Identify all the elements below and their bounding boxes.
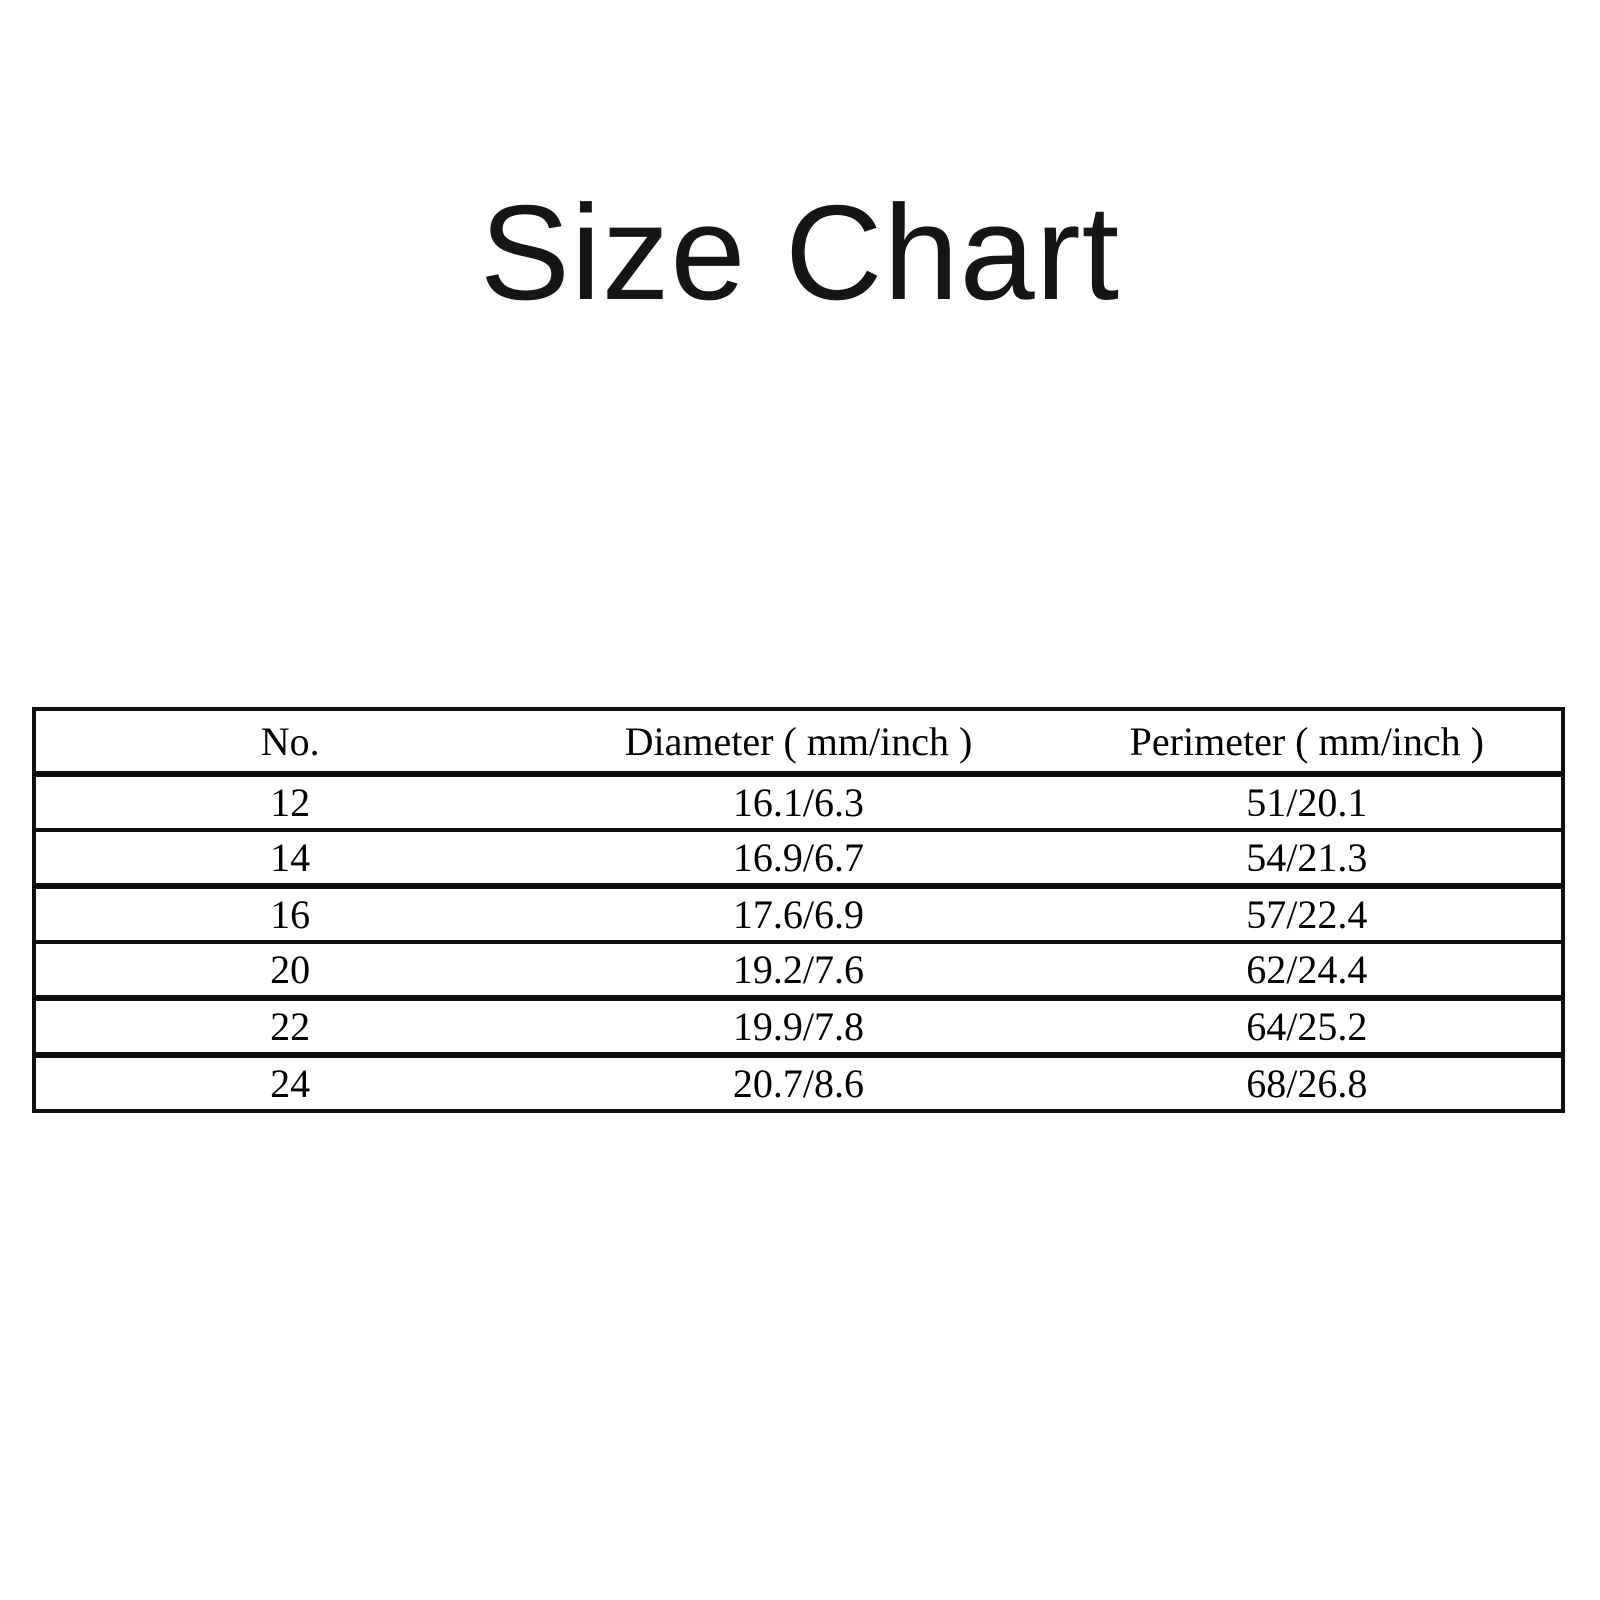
table-row: 12 16.1/6.3 51/20.1 [34,774,1563,832]
table-row: 14 16.9/6.7 54/21.3 [34,830,1563,889]
cell-perimeter: 62/24.4 [1052,942,1563,1001]
cell-perimeter: 57/22.4 [1052,886,1563,944]
column-header-diameter: Diameter ( mm/inch ) [544,709,1053,777]
cell-no: 20 [34,942,545,1001]
cell-no: 12 [34,774,545,832]
cell-diameter: 20.7/8.6 [732,1061,865,1106]
column-header-no: No. [34,709,545,777]
cell-no: 24 [270,1061,311,1106]
cell-diameter: 19.2/7.6 [544,942,1053,1001]
cell-no: 22 [34,998,545,1058]
cell-no: 16 [34,886,545,944]
cell-perimeter: 54/21.3 [1052,830,1563,889]
table-row: 22 19.9/7.8 64/25.2 [34,998,1563,1058]
cell-perimeter: 51/20.1 [1052,774,1563,832]
table-row: 20 19.2/7.6 62/24.4 [34,942,1563,1001]
column-header-perimeter: Perimeter ( mm/inch ) [1052,709,1563,777]
table-row: 16 17.6/6.9 57/22.4 [34,886,1563,944]
cell-diameter: 17.6/6.9 [544,886,1053,944]
cell-diameter: 16.9/6.7 [544,830,1053,889]
cell-no: 14 [34,830,545,889]
cell-diameter: 16.1/6.3 [544,774,1053,832]
page-title: Size Chart [479,177,1121,328]
cell-diameter: 19.9/7.8 [544,998,1053,1058]
table-row: 24 20.7/8.6 68/26.8 [34,1055,1563,1111]
size-chart-table: No. Diameter ( mm/inch ) Perimeter ( mm/… [32,707,1565,1113]
cell-perimeter: 64/25.2 [1052,998,1563,1058]
cell-perimeter: 68/26.8 [1246,1061,1368,1106]
header-row: No. Diameter ( mm/inch ) Perimeter ( mm/… [34,709,1563,777]
